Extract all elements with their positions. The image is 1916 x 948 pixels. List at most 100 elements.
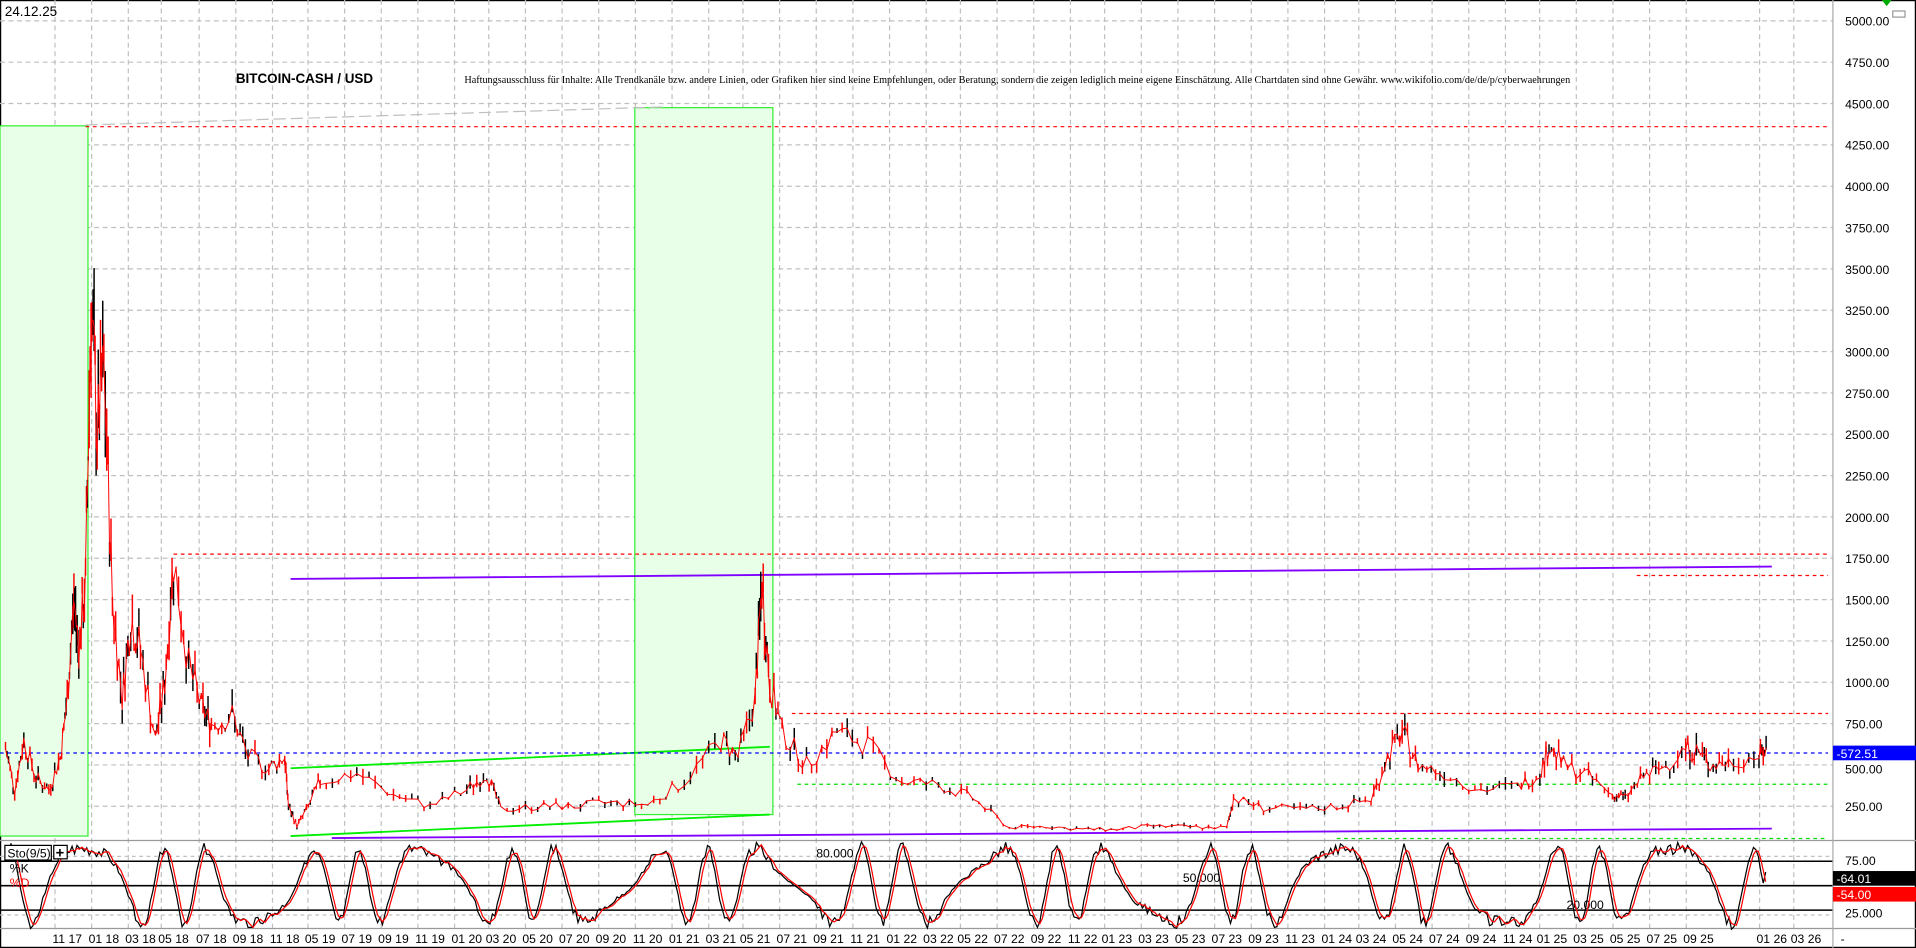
- k-value-label: -64.01: [1837, 872, 1872, 886]
- zones: [0, 107, 774, 837]
- x-tick-label: 05 19: [305, 932, 336, 946]
- y-tick-label: 750.00: [1845, 717, 1883, 731]
- y-tick-label: 3250.00: [1845, 304, 1889, 318]
- k-value-badge: [1832, 871, 1916, 886]
- panel-menu-icon[interactable]: [1892, 10, 1906, 18]
- y-tick-label: 500.00: [1845, 763, 1883, 777]
- y-tick-label: 2250.00: [1845, 469, 1889, 483]
- x-tick-label: 07 23: [1212, 932, 1243, 946]
- x-tick-label: 11 19: [415, 932, 445, 946]
- x-tick-label: 01 24: [1322, 932, 1353, 946]
- chart-date: 24.12.25: [5, 4, 57, 19]
- x-tick-label: 11 18: [270, 932, 300, 946]
- x-tick-label: 11 23: [1285, 932, 1315, 946]
- x-tick-label: 03 24: [1356, 932, 1387, 946]
- price-series: [4, 268, 1767, 832]
- y-axis: 5000.00 4750.00 4500.00 4250.00 4000.00 3750.…: [1832, 0, 1916, 948]
- y-tick-label: 2500.00: [1845, 428, 1889, 442]
- x-tick-label: 03 21: [706, 932, 737, 946]
- stoch-d-line: [5, 843, 1767, 929]
- current-price-badge: [1832, 745, 1916, 761]
- x-tick-label: 03 22: [923, 932, 954, 946]
- chart-title: BITCOIN-CASH / USD: [236, 71, 374, 86]
- stoch-tick-label: 75.00: [1845, 854, 1876, 868]
- x-tick-label: 09 18: [233, 932, 264, 946]
- plus-icon: +: [56, 846, 65, 862]
- x-tick-label: 03 20: [486, 932, 517, 946]
- y-tick-label: 1500.00: [1845, 593, 1889, 607]
- x-tick-label: -: [1841, 932, 1845, 946]
- x-tick-label: 11 20: [633, 932, 663, 946]
- y-tick-label: 2750.00: [1845, 387, 1889, 401]
- y-tick-label: 4250.00: [1845, 139, 1889, 153]
- x-tick-label: 01 18: [89, 932, 120, 946]
- y-tick-label: 2000.00: [1845, 511, 1889, 525]
- x-tick-label: 01 21: [669, 932, 700, 946]
- y-tick-label: 3500.00: [1845, 263, 1889, 277]
- legend-k: %K: [10, 861, 29, 875]
- x-tick-label: 09 22: [1031, 932, 1062, 946]
- x-tick-label: 01 25: [1537, 932, 1568, 946]
- x-tick-label: 07 24: [1429, 932, 1460, 946]
- x-tick-label: 01 20: [452, 932, 483, 946]
- x-tick-label: 05 18: [158, 932, 189, 946]
- x-tick-label: 05 24: [1392, 932, 1423, 946]
- annotation-lines: [0, 106, 1829, 840]
- y-tick-label: 3000.00: [1845, 345, 1889, 359]
- price-line: [5, 318, 1767, 832]
- trend-line: [85, 106, 666, 126]
- y-tick-label: 1250.00: [1845, 635, 1889, 649]
- stoch-level-label: 80.000: [816, 847, 854, 861]
- x-tick-label: 09 24: [1466, 932, 1497, 946]
- marker-triangle-icon: [1881, 0, 1892, 7]
- x-tick-label: 11 24: [1503, 932, 1533, 946]
- x-tick-label: 07 25: [1647, 932, 1678, 946]
- x-tick-label: 05 21: [740, 932, 771, 946]
- x-tick-label: 09 23: [1248, 932, 1279, 946]
- x-tick-label: 03 23: [1138, 932, 1169, 946]
- x-tick-label: 11 17: [52, 932, 82, 946]
- indicator-label-box[interactable]: [4, 844, 52, 861]
- trend-line: [290, 565, 1772, 580]
- trend-line: [290, 813, 770, 837]
- x-tick-label: 01 26: [1757, 932, 1788, 946]
- add-indicator-button[interactable]: [53, 844, 68, 860]
- y-tick-label: 5000.00: [1845, 15, 1889, 29]
- d-value-label: -54.00: [1837, 888, 1872, 902]
- x-tick-label: 09 19: [378, 932, 409, 946]
- highlight-zone: [0, 125, 89, 837]
- y-tick-label: 1750.00: [1845, 552, 1889, 566]
- x-tick-label: 11 21: [850, 932, 880, 946]
- x-tick-label: 09 25: [1683, 932, 1714, 946]
- disclaimer: Haftungsausschluss für Inhalte: Alle Tre…: [464, 74, 1570, 86]
- y-tick-label: 3750.00: [1845, 221, 1889, 235]
- x-tick-label: 07 21: [777, 932, 808, 946]
- x-tick-label: 11 22: [1068, 932, 1098, 946]
- y-tick-label: 4500.00: [1845, 97, 1889, 111]
- x-tick-label: 05 22: [957, 932, 988, 946]
- stoch-k-line: [5, 840, 1767, 931]
- highlight-zone: [634, 107, 774, 816]
- x-tick-label: 03 18: [125, 932, 156, 946]
- x-tick-label: 01 22: [887, 932, 918, 946]
- stoch-tick-label: 25.000: [1845, 906, 1883, 920]
- indicator-name: Sto(9/5): [7, 847, 50, 861]
- x-tick-label: 09 20: [596, 932, 627, 946]
- y-tick-label: 250.00: [1845, 800, 1883, 814]
- current-price-label: -572.51: [1837, 747, 1879, 761]
- x-tick-label: 07 19: [342, 932, 373, 946]
- y-tick-label: 4000.00: [1845, 180, 1889, 194]
- x-tick-label: 01 23: [1102, 932, 1133, 946]
- x-tick-label: 07 22: [994, 932, 1025, 946]
- x-tick-label: 05 20: [522, 932, 553, 946]
- x-axis: 11 17 01 18 03 18 05 18 07 18 09 18 11 18 05 19…: [52, 932, 1844, 946]
- x-tick-label: 05 25: [1610, 932, 1641, 946]
- x-tick-label: 09 21: [813, 932, 844, 946]
- x-tick-label: 07 20: [559, 932, 590, 946]
- trend-line: [331, 827, 1772, 839]
- legend-d: %D: [10, 876, 30, 890]
